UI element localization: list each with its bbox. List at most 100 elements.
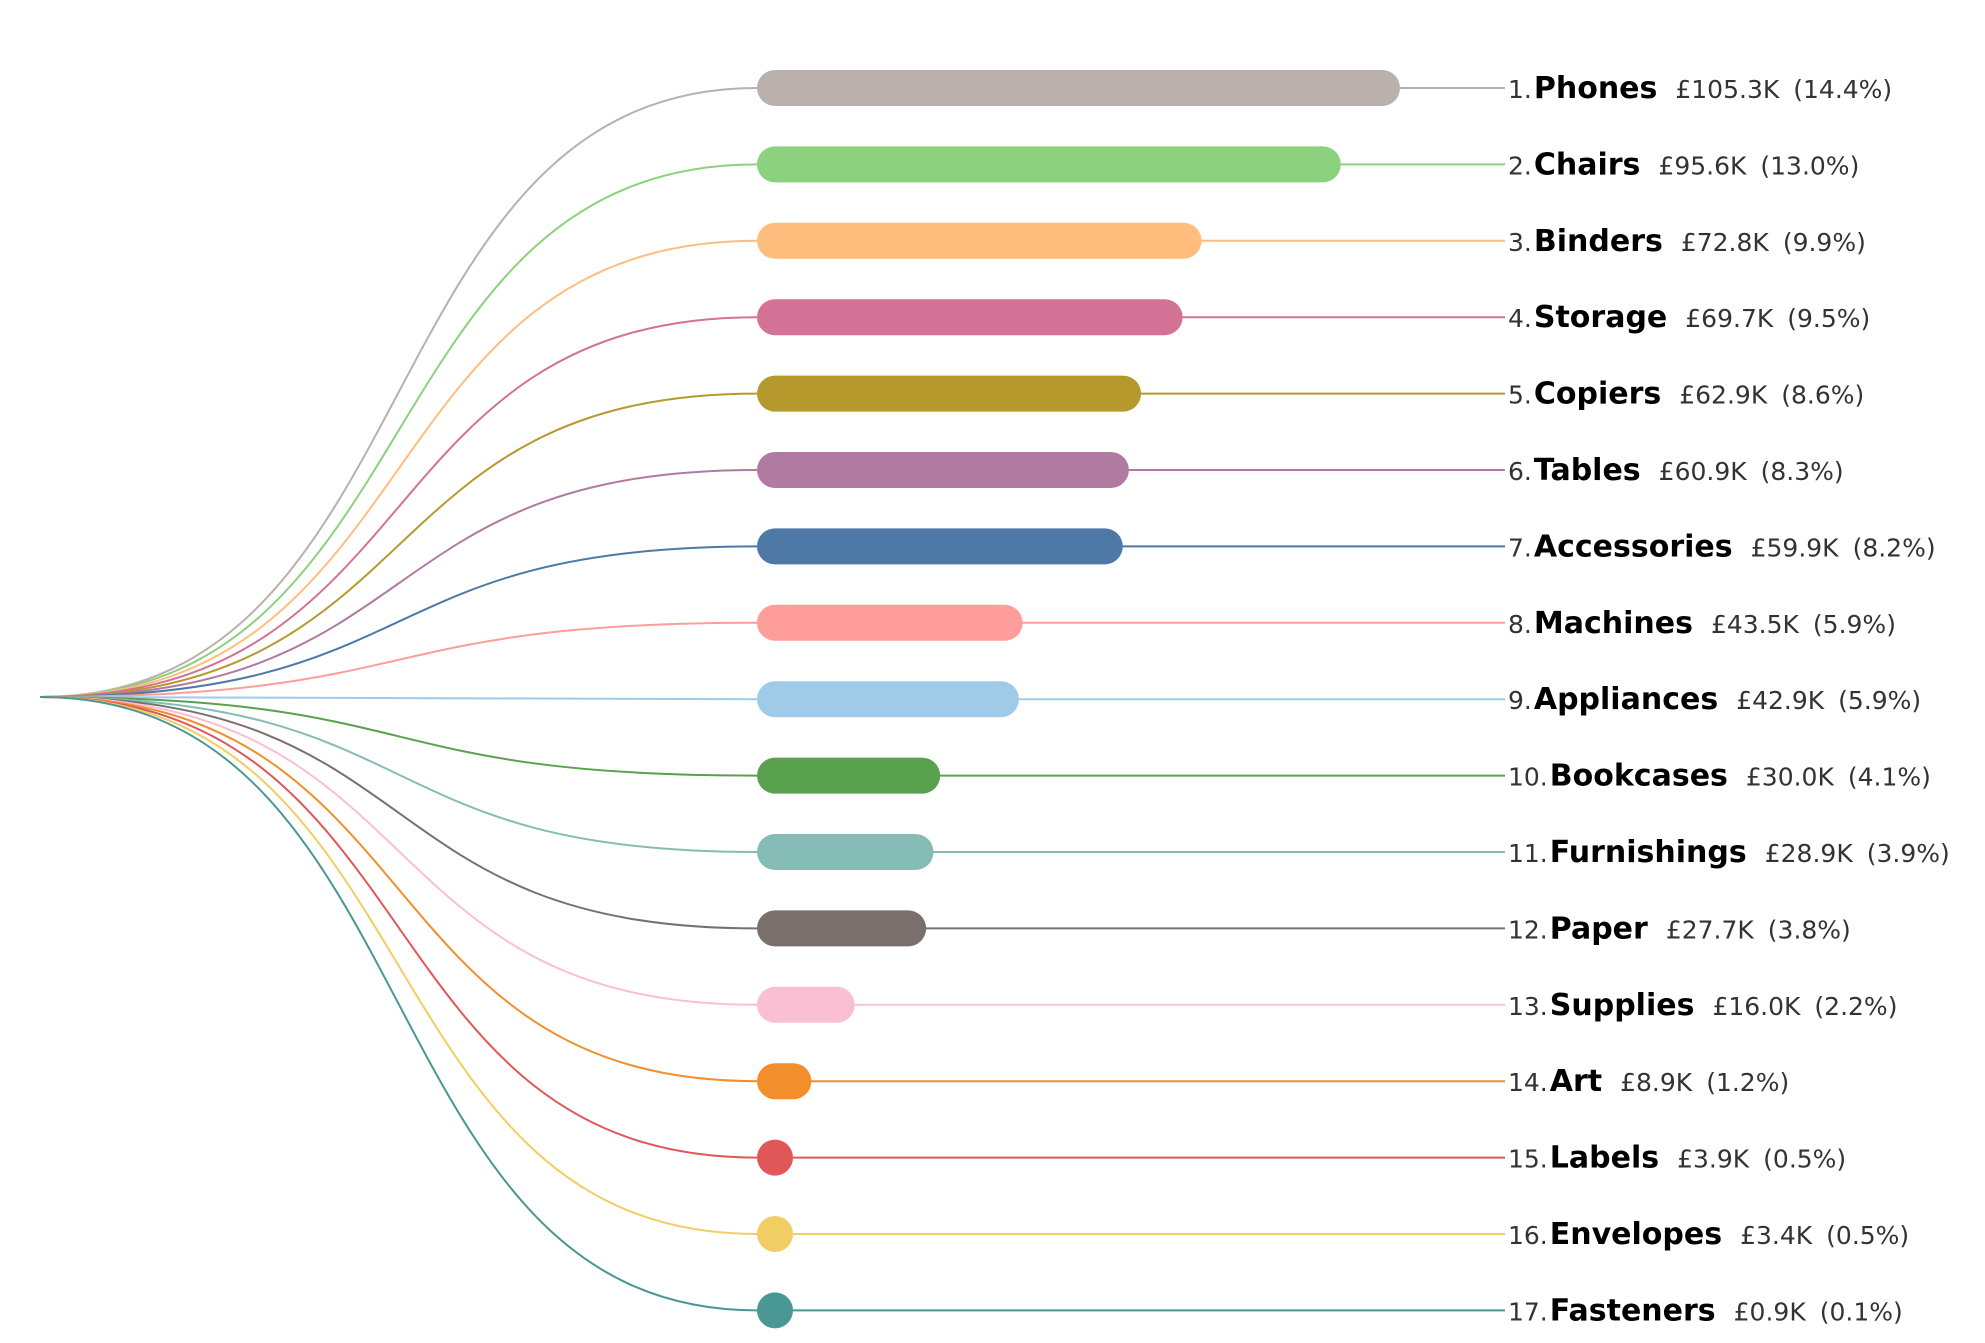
label-accessories: 7.Accessories £59.9K (8.2%) [1508,529,1936,564]
bar-envelopes [757,1216,793,1252]
rank-label: 9. [1508,686,1532,715]
percent-label: (2.2%) [1814,992,1897,1021]
rank-label: 4. [1508,304,1532,333]
value-label: £95.6K [1658,151,1747,180]
percent-label: (8.6%) [1781,381,1864,410]
percent-label: (5.9%) [1838,686,1921,715]
value-label: £8.9K [1620,1068,1693,1097]
rank-label: 15. [1508,1145,1548,1174]
label-storage: 4.Storage £69.7K (9.5%) [1508,300,1870,335]
percent-label: (0.1%) [1820,1297,1903,1326]
flow-link-envelopes [39,696,758,1235]
label-bookcases: 10.Bookcases £30.0K (4.1%) [1508,759,1931,794]
rank-label: 10. [1508,763,1548,792]
flow-link-storage [39,316,758,698]
label-supplies: 13.Supplies £16.0K (2.2%) [1508,988,1897,1023]
percent-label: (9.5%) [1787,304,1870,333]
rank-label: 14. [1508,1068,1548,1097]
label-art: 14.Art £8.9K (1.2%) [1508,1064,1789,1099]
rank-label: 6. [1508,457,1532,486]
flow-link-copiers [39,392,758,698]
percent-label: (0.5%) [1826,1221,1909,1250]
category-label: Furnishings [1550,835,1747,870]
rank-label: 16. [1508,1221,1548,1250]
bar-storage [757,299,1183,336]
bar-labels [757,1139,793,1176]
label-tables: 6.Tables £60.9K (8.3%) [1508,453,1844,488]
value-label: £69.7K [1685,304,1774,333]
category-label: Art [1550,1064,1602,1099]
flow-link-accessories [39,545,758,698]
percent-label: (3.9%) [1867,839,1950,868]
percent-label: (14.4%) [1793,75,1892,104]
flow-link-bookcases [39,696,758,777]
bar-binders [757,222,1202,259]
category-label: Copiers [1534,377,1661,412]
category-label: Machines [1534,606,1693,641]
value-label: £43.5K [1711,610,1800,639]
percent-label: (3.8%) [1768,915,1851,944]
label-fasteners: 17.Fasteners £0.9K (0.1%) [1508,1293,1903,1328]
category-label: Accessories [1534,529,1733,564]
bar-bookcases [757,757,941,794]
label-machines: 8.Machines £43.5K (5.9%) [1508,606,1896,641]
flow-link-machines [39,621,758,698]
percent-label: (4.1%) [1848,763,1931,792]
bar-supplies [757,986,855,1023]
rank-label: 11. [1508,839,1548,868]
label-envelopes: 16.Envelopes £3.4K (0.5%) [1508,1217,1909,1252]
rank-label: 1. [1508,75,1532,104]
flow-link-appliances [39,696,758,701]
value-label: £0.9K [1734,1297,1807,1326]
percent-label: (8.2%) [1853,533,1936,562]
bar-art [757,1063,812,1100]
flow-links [39,87,1505,1312]
bars [757,70,1400,1329]
value-label: £28.9K [1765,839,1854,868]
category-label: Appliances [1534,682,1718,717]
category-label: Bookcases [1550,759,1728,794]
flow-link-fasteners [39,696,758,1312]
bar-copiers [757,375,1142,412]
category-label: Envelopes [1550,1217,1722,1252]
flow-link-supplies [39,696,758,1006]
category-label: Chairs [1534,147,1641,182]
value-label: £59.9K [1751,533,1840,562]
bar-fasteners [757,1292,793,1329]
bar-tables [757,452,1129,488]
label-copiers: 5.Copiers £62.9K (8.6%) [1508,377,1864,412]
flow-link-art [39,696,758,1083]
value-label: £27.7K [1666,915,1755,944]
labels: 1.Phones £105.3K (14.4%) 2.Chairs £95.6K (13.… [1508,71,1950,1328]
label-binders: 3.Binders £72.8K (9.9%) [1508,224,1866,259]
percent-label: (13.0%) [1760,151,1859,180]
category-label: Binders [1534,224,1663,259]
label-appliances: 9.Appliances £42.9K (5.9%) [1508,682,1921,717]
rank-label: 3. [1508,228,1532,257]
bar-appliances [757,681,1019,718]
rank-label: 7. [1508,533,1532,562]
value-label: £42.9K [1736,686,1825,715]
flow-link-labels [39,696,758,1159]
flow-link-binders [39,239,758,698]
rank-label: 13. [1508,992,1548,1021]
value-label: £30.0K [1746,763,1835,792]
bar-accessories [757,528,1123,565]
percent-label: (8.3%) [1761,457,1844,486]
category-label: Labels [1550,1141,1659,1176]
flow-link-paper [39,696,758,930]
category-label: Phones [1534,71,1658,106]
label-furnishings: 11.Furnishings £28.9K (3.9%) [1508,835,1950,870]
label-phones: 1.Phones £105.3K (14.4%) [1508,71,1892,106]
flow-link-furnishings [39,696,758,853]
bar-machines [757,604,1023,641]
bar-paper [757,910,927,947]
rank-label: 5. [1508,381,1532,410]
rank-label: 17. [1508,1297,1548,1326]
category-label: Supplies [1550,988,1695,1023]
percent-label: (1.2%) [1706,1068,1789,1097]
value-label: £62.9K [1679,381,1768,410]
category-label: Storage [1534,300,1667,335]
rank-label: 8. [1508,610,1532,639]
value-label: £3.9K [1677,1145,1750,1174]
